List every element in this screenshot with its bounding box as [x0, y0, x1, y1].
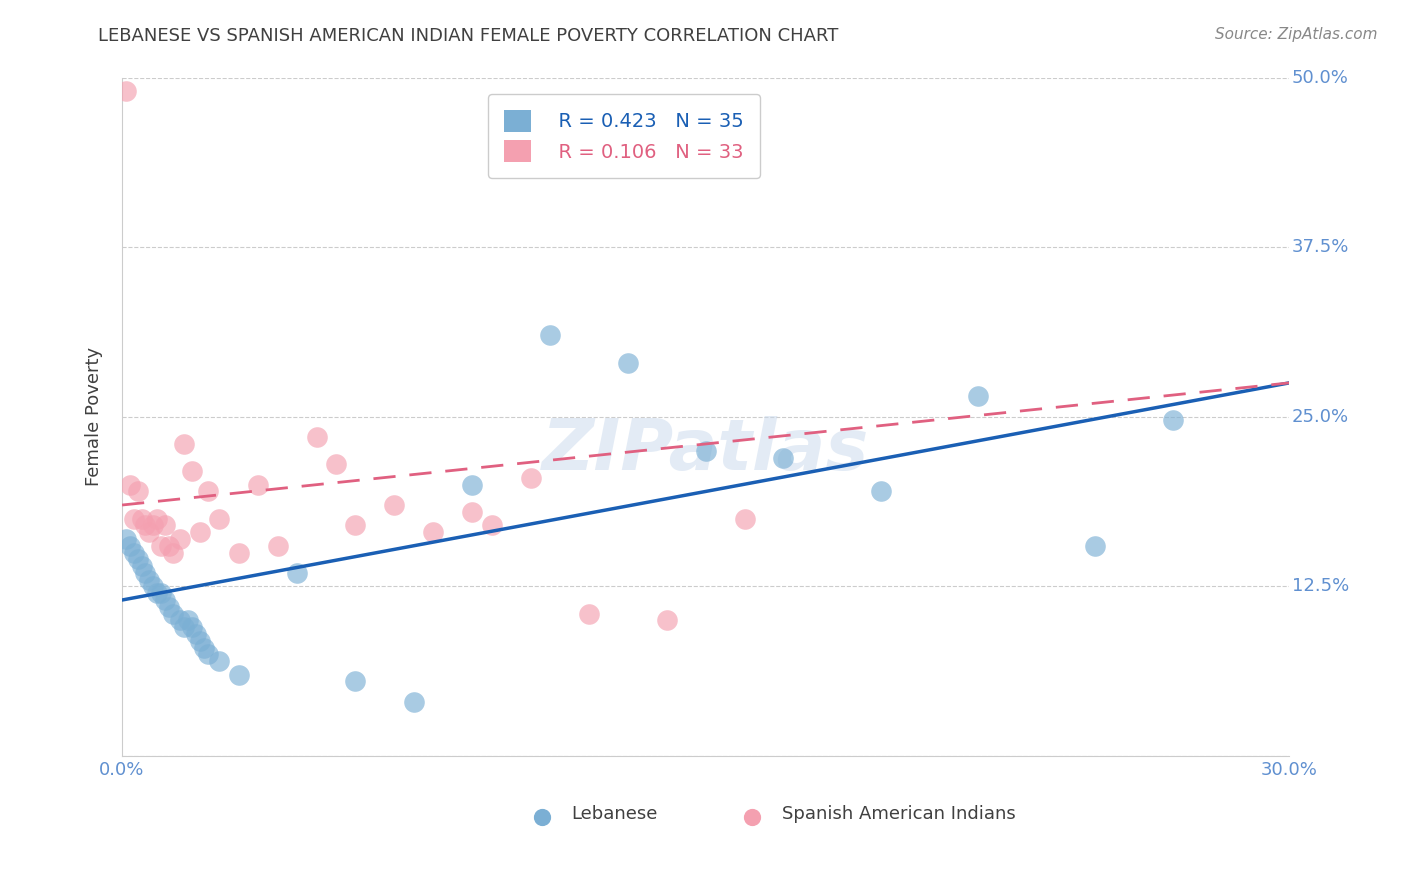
Point — [131, 559, 153, 574]
Point — [197, 484, 219, 499]
Point — [422, 525, 444, 540]
Point — [967, 389, 990, 403]
Point — [118, 477, 141, 491]
Point — [188, 633, 211, 648]
Legend:   R = 0.423   N = 35,   R = 0.106   N = 33: R = 0.423 N = 35, R = 0.106 N = 33 — [488, 94, 759, 178]
Text: 25.0%: 25.0% — [1292, 408, 1348, 425]
Point — [384, 498, 406, 512]
Text: 12.5%: 12.5% — [1292, 577, 1348, 596]
Point — [146, 586, 169, 600]
Point — [127, 484, 149, 499]
Point — [734, 511, 756, 525]
Point — [538, 328, 561, 343]
Text: Source: ZipAtlas.com: Source: ZipAtlas.com — [1215, 27, 1378, 42]
Point — [181, 464, 204, 478]
Point — [162, 607, 184, 621]
Y-axis label: Female Poverty: Female Poverty — [86, 347, 103, 486]
Point — [127, 552, 149, 566]
Point — [134, 566, 156, 580]
Text: 50.0%: 50.0% — [1292, 69, 1348, 87]
Point — [115, 84, 138, 98]
Point — [869, 484, 891, 499]
Point — [142, 518, 165, 533]
Point — [655, 613, 678, 627]
Point — [181, 620, 204, 634]
Point — [285, 566, 308, 580]
Point — [402, 695, 425, 709]
Point — [173, 437, 195, 451]
Point — [772, 450, 794, 465]
Point — [157, 539, 180, 553]
Point — [197, 648, 219, 662]
Point — [131, 511, 153, 525]
Point — [305, 430, 328, 444]
Point — [578, 607, 600, 621]
Point — [617, 355, 640, 369]
Point — [122, 511, 145, 525]
Point — [162, 545, 184, 559]
Point — [1084, 539, 1107, 553]
Point — [208, 511, 231, 525]
Text: Spanish American Indians: Spanish American Indians — [782, 805, 1015, 822]
Point — [157, 599, 180, 614]
Point — [146, 511, 169, 525]
Point — [461, 505, 484, 519]
Text: Lebanese: Lebanese — [571, 805, 658, 822]
Point — [138, 525, 160, 540]
Point — [695, 443, 717, 458]
Point — [461, 477, 484, 491]
Point — [122, 545, 145, 559]
Point — [173, 620, 195, 634]
Point — [149, 586, 172, 600]
Point — [169, 613, 191, 627]
Point — [208, 654, 231, 668]
Point — [344, 518, 367, 533]
Point — [153, 518, 176, 533]
Point — [134, 518, 156, 533]
Point — [193, 640, 215, 655]
Text: 37.5%: 37.5% — [1292, 238, 1348, 256]
Point — [481, 518, 503, 533]
Point — [153, 593, 176, 607]
Point — [228, 667, 250, 681]
Text: LEBANESE VS SPANISH AMERICAN INDIAN FEMALE POVERTY CORRELATION CHART: LEBANESE VS SPANISH AMERICAN INDIAN FEMA… — [98, 27, 839, 45]
Point — [169, 532, 191, 546]
Point — [1161, 412, 1184, 426]
Point — [325, 458, 347, 472]
Point — [247, 477, 270, 491]
Point — [115, 532, 138, 546]
Point — [266, 539, 288, 553]
Point — [138, 573, 160, 587]
Point — [228, 545, 250, 559]
Point — [149, 539, 172, 553]
Text: ZIPatlas: ZIPatlas — [541, 417, 869, 485]
Point — [177, 613, 200, 627]
Point — [519, 471, 541, 485]
Point — [184, 627, 207, 641]
Point — [118, 539, 141, 553]
Point — [344, 674, 367, 689]
Point — [142, 579, 165, 593]
Point — [188, 525, 211, 540]
